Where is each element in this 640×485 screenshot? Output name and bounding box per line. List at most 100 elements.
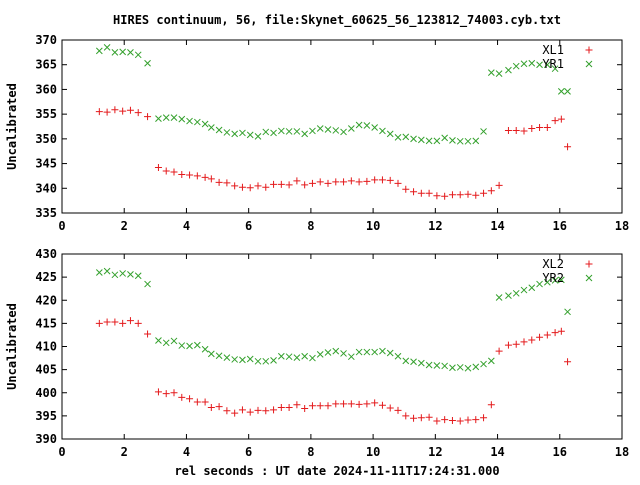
data-point [332,178,340,186]
data-point [564,88,571,95]
data-point [512,289,520,297]
data-point [441,416,449,424]
data-point [456,137,464,145]
data-point [231,182,239,190]
data-point [441,362,449,370]
data-point [309,354,316,362]
data-point [126,106,134,114]
panels-group: 0 2 4 6 8 10 12 14 16 18 335 340 345 350 355 360 365 370 U… [5,33,629,459]
data-point [119,319,127,327]
data-point [332,127,340,134]
data-point [363,400,371,408]
y-tick-label: 425 [35,270,57,284]
data-point [371,348,379,356]
data-point [410,414,418,422]
data-point [293,401,301,409]
data-point [355,348,363,356]
data-point [363,348,371,356]
data-point [111,271,119,279]
data-point [193,172,201,180]
data-point [487,187,495,195]
data-point [425,413,433,421]
x-tick-label: 10 [366,445,380,459]
data-point [270,406,278,414]
data-point [178,170,186,178]
data-point [238,406,246,414]
data-point [231,356,239,363]
data-point [425,137,433,145]
data-point [520,338,528,346]
data-point [402,412,410,420]
x-tick-label: 2 [121,219,128,233]
data-point [308,402,316,410]
data-point [162,114,170,121]
legend-marker [585,60,593,68]
y-tick-label: 365 [35,58,57,72]
series-yr2 [95,267,571,372]
data-point [134,272,142,280]
data-point [487,69,495,76]
data-point [464,364,472,372]
data-point [277,404,285,412]
data-point [543,331,551,339]
data-point [170,168,178,176]
data-point [103,267,111,275]
x-tick-label: 10 [366,219,380,233]
data-point [378,176,386,184]
data-point [277,180,285,188]
data-point [433,417,441,425]
data-point [410,358,417,366]
data-point [512,340,520,348]
data-point [186,171,194,179]
data-point [480,360,487,368]
x-tick-label: 16 [553,219,567,233]
data-point [347,177,355,185]
data-point [564,143,572,151]
data-point [480,414,488,422]
y-axis-label: Uncalibrated [5,303,19,390]
data-point [154,388,162,396]
data-point [505,66,512,74]
data-point [487,401,495,409]
data-point [324,349,332,356]
data-point [449,364,456,372]
data-point [472,137,480,145]
data-point [111,106,119,114]
data-point [472,416,480,424]
plot-frame [61,39,623,214]
data-point [231,130,239,138]
legend-label: YR2 [542,271,564,285]
data-point [144,113,152,121]
data-point [528,336,536,344]
data-point [448,417,456,424]
legend-marker [585,260,593,268]
data-point [254,182,262,190]
data-point [495,294,503,301]
data-point [207,404,215,412]
data-point [464,137,472,145]
data-point [347,400,355,408]
data-point [301,181,309,189]
data-point [316,402,324,410]
x-tick-label: 14 [490,219,504,233]
data-point [472,363,480,371]
y-tick-label: 400 [35,386,57,400]
data-point [456,417,464,425]
data-point [378,401,386,409]
data-point [193,398,201,406]
data-point [495,347,503,355]
x-tick-label: 6 [245,445,252,459]
y-axis-label: Uncalibrated [5,83,19,170]
chart-panel-2: 0 2 4 6 8 10 12 14 16 18 390 395 400 405 410 415 420 425 4… [5,247,629,459]
data-point [379,347,386,355]
data-point [238,183,246,191]
data-point [201,120,209,128]
data-point [520,286,528,294]
data-point [207,175,215,183]
y-tick-label: 345 [35,157,57,171]
data-point [254,406,262,414]
data-point [324,402,332,410]
data-point [155,337,162,344]
data-point [162,390,170,398]
data-point [134,51,142,59]
